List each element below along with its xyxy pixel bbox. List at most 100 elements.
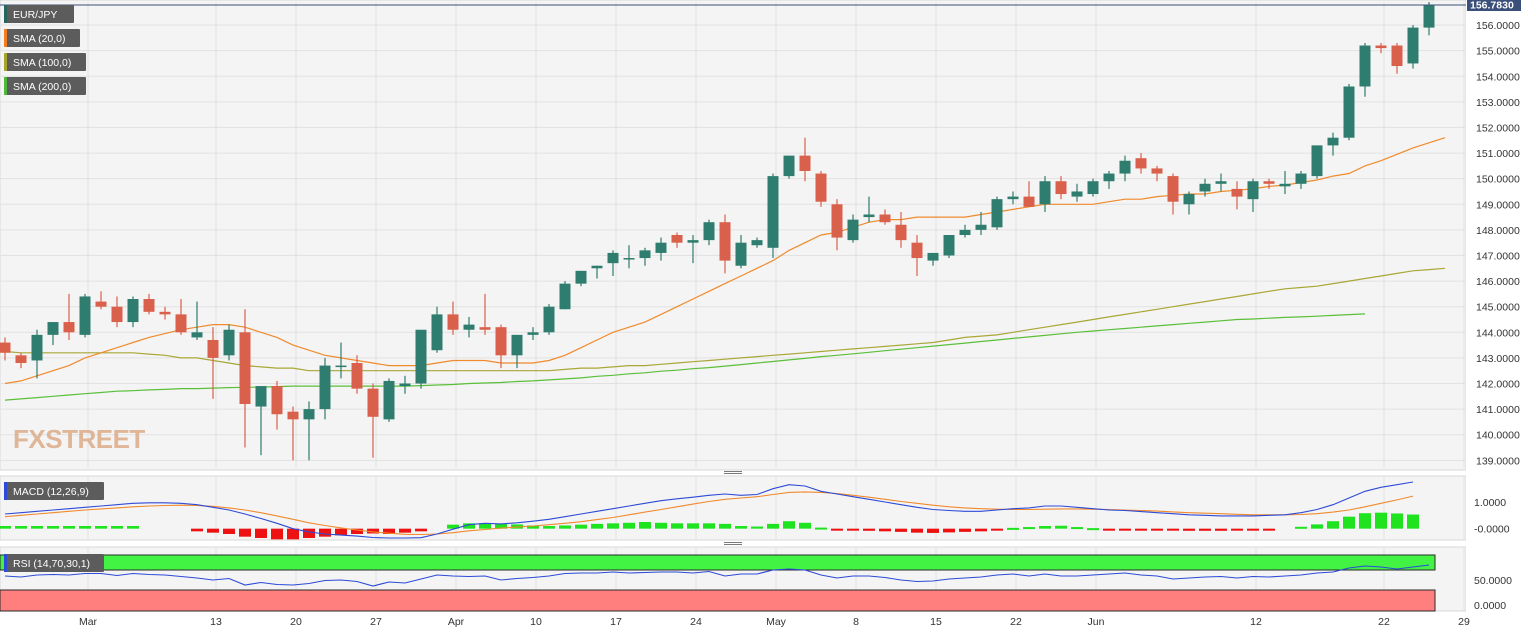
candle-body <box>271 386 283 415</box>
candle-up <box>191 301 203 340</box>
candle-up <box>975 211 987 235</box>
macd-histogram-bar <box>1375 512 1387 529</box>
candle-up <box>1407 25 1419 69</box>
macd-histogram-bar <box>1135 528 1147 531</box>
macd-histogram-bar <box>671 523 683 529</box>
price-tick-label: 148.0000 <box>1476 225 1520 237</box>
candle-body <box>863 214 875 218</box>
candle-body <box>847 219 859 241</box>
candle-up <box>319 357 331 420</box>
candle-body <box>735 242 747 266</box>
candle-down <box>175 299 187 335</box>
candle-body <box>303 409 315 420</box>
candle-body <box>111 306 123 323</box>
candle-body <box>1119 160 1131 174</box>
candle-body <box>959 229 971 235</box>
candle-body <box>1343 86 1355 138</box>
macd-histogram-bar <box>1183 528 1195 531</box>
macd-histogram-bar <box>623 522 635 529</box>
candle-body <box>687 240 699 243</box>
candle-body <box>527 332 539 335</box>
candle-up <box>31 329 43 379</box>
legend-item-sma100[interactable]: SMA (100,0) <box>4 53 86 71</box>
candle-down <box>0 337 11 361</box>
candle-body <box>1199 183 1211 192</box>
candle-body <box>575 270 587 284</box>
macd-histogram-bar <box>1215 528 1227 531</box>
candle-down <box>719 214 731 274</box>
candle-body <box>287 411 299 420</box>
candle-body <box>975 224 987 230</box>
macd-histogram-bar <box>1087 528 1099 531</box>
candle-body <box>831 204 843 238</box>
macd-histogram-bar <box>287 528 299 540</box>
candle-body <box>463 324 475 330</box>
candle-up <box>927 252 939 266</box>
candle-up <box>767 173 779 259</box>
candle-body <box>431 314 443 351</box>
candle-body <box>1231 188 1243 197</box>
candle-body <box>1167 176 1179 202</box>
macd-histogram-bar <box>783 521 795 529</box>
candle-down <box>143 293 155 315</box>
macd-resize-handle[interactable] <box>724 471 742 474</box>
candle-up <box>703 219 715 246</box>
price-tick-label: 152.0000 <box>1476 122 1520 134</box>
candle-up <box>1199 178 1211 197</box>
candle-up <box>303 401 315 461</box>
candle-body <box>335 365 347 368</box>
price-tick-label: 153.0000 <box>1476 97 1520 109</box>
rsi-resize-handle[interactable] <box>724 542 742 545</box>
macd-histogram-bar <box>991 528 1003 531</box>
candle-up <box>591 265 603 279</box>
legend-item-sma20[interactable]: SMA (20,0) <box>4 29 80 47</box>
macd-histogram-bar <box>575 524 587 529</box>
macd-histogram-bar <box>303 528 315 538</box>
legend-item-sma200[interactable]: SMA (200,0) <box>4 77 86 95</box>
legend: EUR/JPY SMA (20,0) SMA (100,0) SMA (200,… <box>4 5 104 572</box>
macd-histogram-bar <box>15 526 27 529</box>
legend-item-rsi[interactable]: RSI (14,70,30,1) <box>4 554 104 572</box>
macd-histogram-bar <box>79 526 91 529</box>
candle-body <box>623 258 635 260</box>
macd-histogram-bar <box>735 526 747 529</box>
price-axis-strip <box>1466 0 1536 633</box>
candle-up <box>1359 42 1371 97</box>
macd-histogram-bar <box>47 526 59 529</box>
macd-histogram-bar <box>1199 528 1211 531</box>
macd-histogram-bar <box>383 528 395 534</box>
candle-up <box>559 281 571 310</box>
macd-histogram-bar <box>1407 514 1419 529</box>
candle-up <box>79 293 91 338</box>
candle-body <box>1055 181 1067 195</box>
candle-down <box>1263 178 1275 189</box>
macd-histogram-bar <box>687 523 699 529</box>
candle-up <box>1311 145 1323 179</box>
candle-up <box>783 155 795 179</box>
candle-down <box>271 380 283 430</box>
legend-item-macd[interactable]: MACD (12,26,9) <box>4 482 104 500</box>
legend-item-eurjpy[interactable]: EUR/JPY <box>4 5 74 23</box>
macd-histogram-bar <box>863 528 875 531</box>
candle-down <box>1023 181 1035 207</box>
candle-up <box>399 375 411 394</box>
candle-up <box>655 237 667 261</box>
macd-histogram-bar <box>1327 521 1339 529</box>
candle-body <box>1423 4 1435 28</box>
candle-body <box>1103 173 1115 182</box>
date-tick-label: 29 <box>1458 616 1470 628</box>
macd-histogram-bar <box>111 526 123 529</box>
candle-body <box>751 240 763 246</box>
macd-histogram-bar <box>127 526 139 529</box>
rsi-line <box>4 564 1430 587</box>
candle-up <box>1247 178 1259 212</box>
macd-histogram-bar <box>1119 528 1131 531</box>
candle-body <box>95 301 107 307</box>
macd-histogram-bar <box>1103 528 1115 531</box>
candle-body <box>559 283 571 310</box>
date-tick-label: 13 <box>210 616 222 628</box>
macd-line <box>4 481 1414 539</box>
price-tick-label: 151.0000 <box>1476 148 1520 160</box>
candle-body <box>927 252 939 261</box>
macd-histogram-bar <box>975 528 987 532</box>
